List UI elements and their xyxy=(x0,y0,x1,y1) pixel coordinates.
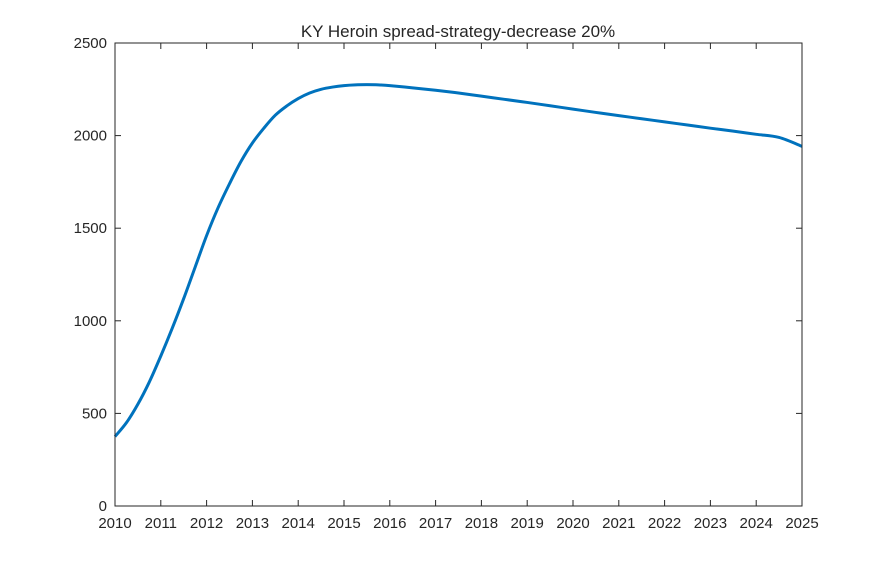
y-axis: 0 500 1000 1500 2000 2500 xyxy=(74,35,802,515)
x-tick-label: 2025 xyxy=(785,515,818,532)
series-line xyxy=(113,83,803,438)
x-tick-label: 2017 xyxy=(419,515,452,532)
x-tick-label: 2022 xyxy=(648,515,681,532)
x-tick-label: 2018 xyxy=(465,515,498,532)
x-tick-label: 2011 xyxy=(145,515,177,532)
plot-frame xyxy=(114,42,803,507)
y-tick-label: 2000 xyxy=(74,128,107,145)
x-tick-label: 2019 xyxy=(511,515,544,532)
y-tick-label: 2500 xyxy=(74,35,107,52)
y-tick-label: 0 xyxy=(99,498,107,515)
x-axis: 2010 2011 2012 2013 2014 2015 2016 2017 2018 2019… xyxy=(98,43,819,532)
x-tick-label: 2020 xyxy=(556,515,589,532)
x-tick-label: 2012 xyxy=(190,515,223,532)
chart-title: KY Heroin spread-strategy-decrease 20% xyxy=(301,22,615,41)
x-tick-label: 2013 xyxy=(236,515,269,532)
x-tick-label: 2014 xyxy=(282,515,315,532)
x-tick-label: 2010 xyxy=(98,515,131,532)
plot-area xyxy=(115,43,802,506)
series-layer xyxy=(113,83,803,438)
x-tick-label: 2023 xyxy=(694,515,727,532)
x-tick-label: 2024 xyxy=(740,515,773,532)
x-tick-label: 2016 xyxy=(373,515,406,532)
y-tick-label: 500 xyxy=(82,405,107,422)
y-tick-label: 1000 xyxy=(74,313,107,330)
x-tick-label: 2021 xyxy=(602,515,635,532)
y-tick-label: 1500 xyxy=(74,220,107,237)
x-tick-label: 2015 xyxy=(327,515,360,532)
